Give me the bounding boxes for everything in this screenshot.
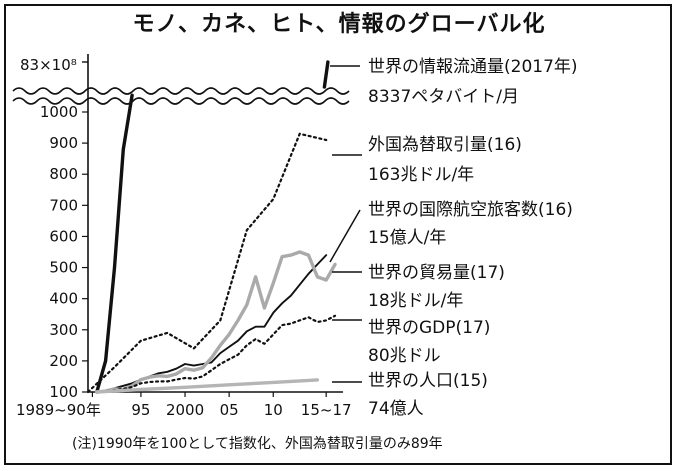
series-label: 世界の人口(15) bbox=[368, 371, 488, 391]
label-leader bbox=[329, 209, 361, 263]
axis-break-line-bottom bbox=[12, 97, 350, 105]
x-tick-label: 1989~90年 bbox=[16, 401, 101, 419]
x-tick-label: 10 bbox=[264, 401, 283, 419]
y-tick-label: 900 bbox=[49, 134, 78, 152]
series-value-label: 18兆ドル/年 bbox=[368, 291, 463, 311]
y-tick-label: 700 bbox=[49, 196, 78, 214]
chart-title: モノ、カネ、ヒト、情報のグローバル化 bbox=[132, 12, 546, 37]
series-value-label: 8337ペタバイト/月 bbox=[368, 87, 519, 107]
series-line bbox=[95, 378, 320, 394]
axis-break-line-top bbox=[12, 87, 350, 95]
chart-frame bbox=[4, 4, 672, 465]
series-line bbox=[95, 93, 134, 394]
chart-note: (注)1990年を100として指数化、外国為替取引量のみ89年 bbox=[72, 436, 443, 452]
x-tick-label: 15~17 bbox=[301, 401, 352, 419]
y-tick-label: 500 bbox=[49, 259, 78, 277]
series-label: 世界の情報流通量(2017年) bbox=[368, 57, 578, 77]
y-tick-label: 100 bbox=[49, 383, 78, 401]
series-line bbox=[95, 250, 337, 394]
y-tick-label: 400 bbox=[49, 290, 78, 308]
series-label: 世界の貿易量(17) bbox=[368, 263, 505, 283]
y-top-label: 83×10⁸ bbox=[20, 56, 77, 74]
series-label: 外国為替取引量(16) bbox=[368, 135, 522, 155]
series-line bbox=[95, 314, 337, 394]
series-value-label: 163兆ドル/年 bbox=[368, 165, 474, 185]
y-tick-label: 800 bbox=[49, 165, 78, 183]
x-tick-label: 2000 bbox=[166, 401, 204, 419]
series-label: 世界の国際航空旅客数(16) bbox=[368, 200, 573, 220]
series-value-label: 80兆ドル bbox=[368, 346, 441, 366]
series-value-label: 74億人 bbox=[368, 399, 424, 419]
y-tick-label: 200 bbox=[49, 352, 78, 370]
x-tick-label: 05 bbox=[220, 401, 239, 419]
x-tick-label: 95 bbox=[131, 401, 150, 419]
series-value-label: 15億人/年 bbox=[368, 228, 446, 248]
series-line-top bbox=[322, 60, 330, 89]
y-tick-label: 300 bbox=[49, 321, 78, 339]
series-line bbox=[86, 132, 328, 394]
y-tick-label: 1000 bbox=[40, 103, 78, 121]
y-tick-label: 600 bbox=[49, 227, 78, 245]
series-label: 世界のGDP(17) bbox=[368, 318, 490, 338]
